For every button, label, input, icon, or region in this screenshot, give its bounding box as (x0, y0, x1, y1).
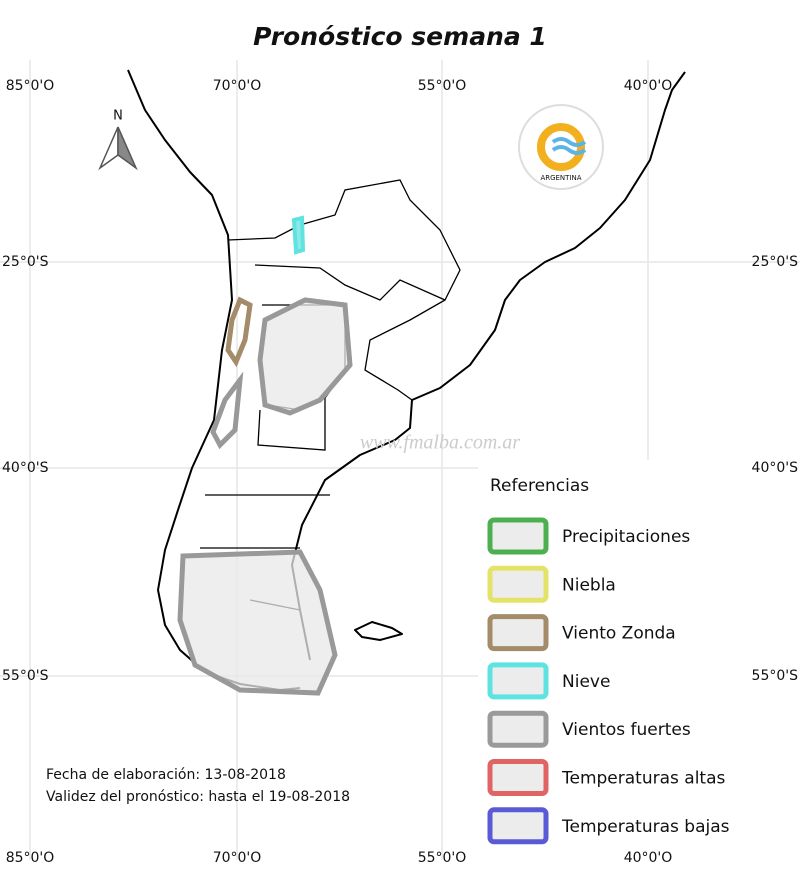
longitude-label: 85°0'O (6, 78, 55, 94)
validity-date: Validez del pronóstico: hasta el 19-08-2… (46, 789, 350, 805)
longitude-label: 70°0'O (213, 78, 262, 94)
latitude-label: 40°0'S (752, 460, 799, 476)
latitude-label: 55°0'S (752, 668, 799, 684)
legend-swatch (487, 517, 549, 555)
legend-label: Viento Zonda (562, 624, 676, 644)
longitude-label: 55°0'O (418, 78, 467, 94)
legend-label: Niebla (562, 575, 616, 595)
zonda-area (225, 296, 253, 368)
watermark: www.fmalba.com.ar (360, 432, 520, 454)
strong-wind-area (177, 549, 338, 696)
longitude-label: 40°0'O (624, 78, 673, 94)
north-label: N (113, 109, 123, 124)
strong-wind-area (257, 297, 353, 416)
legend-label: Nieve (562, 672, 610, 692)
map-title: Pronóstico semana 1 (253, 22, 547, 51)
logo: ARGENTINA (518, 104, 604, 190)
legend-swatch (487, 807, 549, 845)
latitude-label: 55°0'S (2, 668, 49, 684)
coordinate-labels: 85°0'O 70°0'O 55°0'O 40°0'O 85°0'O 70°0'O 55°0… (2, 78, 798, 866)
longitude-label: 55°0'O (418, 850, 467, 866)
north-arrow: N (98, 109, 138, 171)
snow-area (291, 215, 306, 255)
elaboration-date: Fecha de elaboración: 13-08-2018 (46, 767, 286, 783)
legend-swatch (487, 710, 549, 748)
legend-label: Vientos fuertes (562, 720, 691, 740)
longitude-label: 70°0'O (213, 850, 262, 866)
legend: Precipitaciones Niebla Viento Zonda Nieve Vi… (487, 517, 730, 845)
legend-label: Temperaturas bajas (561, 817, 730, 837)
alert-areas (177, 215, 353, 696)
legend-swatch (487, 759, 549, 796)
strong-wind-area (210, 371, 244, 450)
graticule (0, 60, 800, 860)
legend-swatch (487, 614, 549, 652)
logo-text: ARGENTINA (540, 174, 581, 182)
latitude-label: 25°0'S (752, 254, 799, 270)
latitude-label: 40°0'S (2, 460, 49, 476)
longitude-label: 40°0'O (624, 850, 673, 866)
longitude-label: 85°0'O (6, 850, 55, 866)
latitude-label: 25°0'S (2, 254, 49, 270)
legend-label: Precipitaciones (562, 527, 690, 547)
legend-swatch (487, 565, 549, 603)
legend-swatch (487, 662, 549, 700)
legend-title: Referencias (490, 476, 589, 496)
legend-label: Temperaturas altas (561, 769, 726, 789)
